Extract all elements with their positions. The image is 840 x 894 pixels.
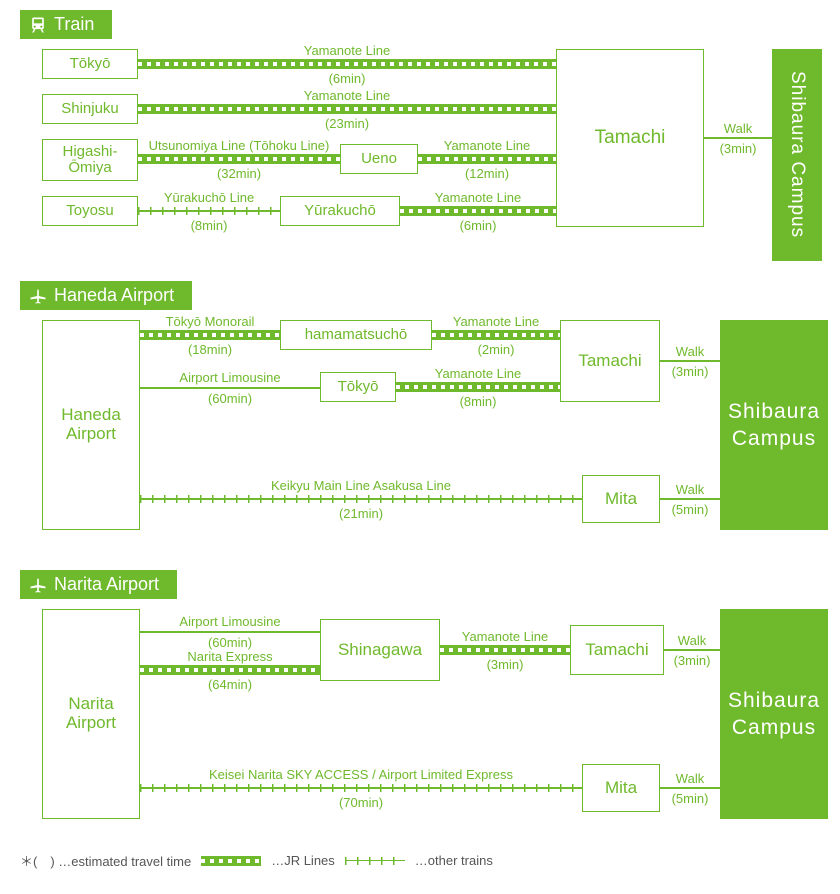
line-label: Walk xyxy=(656,771,724,786)
time-label: (60min) xyxy=(140,635,320,650)
line-other xyxy=(140,783,582,793)
line-label: Yamanote Line xyxy=(138,88,556,103)
train-icon xyxy=(28,15,48,35)
line-label: Walk xyxy=(656,344,724,359)
haneda-diagram: Haneda Airport hamamatsuchō Tōkyō Tamach… xyxy=(20,320,830,550)
line-label: Walk xyxy=(660,633,724,648)
line-label: Walk xyxy=(656,482,724,497)
line-label: Airport Limousine xyxy=(140,614,320,629)
time-label: (23min) xyxy=(138,116,556,131)
line-label: Yamanote Line xyxy=(400,190,556,205)
line-jr xyxy=(440,645,570,655)
line-label: Yamanote Line xyxy=(432,314,560,329)
station-mita: Mita xyxy=(582,764,660,812)
destination-shibaura: Shibaura Campus xyxy=(720,320,828,530)
line-label: Yamanote Line xyxy=(138,43,556,58)
time-label: (5min) xyxy=(656,791,724,806)
line-label: Yamanote Line xyxy=(440,629,570,644)
destination-shibaura: Shibaura Campus xyxy=(720,609,828,819)
line-limousine xyxy=(140,631,320,633)
time-label: (2min) xyxy=(432,342,560,357)
section-title: Narita Airport xyxy=(54,574,159,595)
section-title: Train xyxy=(54,14,94,35)
legend-other-swatch xyxy=(345,856,405,866)
time-label: (5min) xyxy=(656,502,724,517)
line-jr xyxy=(140,330,280,340)
station-shinjuku: Shinjuku xyxy=(42,94,138,124)
section-title: Haneda Airport xyxy=(54,285,174,306)
legend-jr-swatch xyxy=(201,856,261,866)
plane-icon xyxy=(28,575,48,595)
station-tamachi: Tamachi xyxy=(560,320,660,402)
train-diagram: Tōkyō Shinjuku Higashi- Ōmiya Toyosu Uen… xyxy=(20,49,830,261)
line-walk xyxy=(704,137,772,139)
line-jr xyxy=(138,104,556,114)
time-label: (3min) xyxy=(704,141,772,156)
time-label: (3min) xyxy=(660,653,724,668)
section-header-haneda: Haneda Airport xyxy=(20,281,192,310)
time-label: (3min) xyxy=(656,364,724,379)
time-label: (60min) xyxy=(140,391,320,406)
time-label: (6min) xyxy=(138,71,556,86)
line-jr xyxy=(140,665,320,675)
line-walk xyxy=(660,498,720,500)
legend-note: ＊( ) …estimated travel time xyxy=(20,851,191,870)
station-tamachi: Tamachi xyxy=(570,625,664,675)
line-walk xyxy=(660,787,720,789)
line-limousine xyxy=(140,387,320,389)
station-tamachi: Tamachi xyxy=(556,49,704,227)
line-jr xyxy=(138,59,556,69)
time-label: (18min) xyxy=(140,342,280,357)
time-label: (64min) xyxy=(140,677,320,692)
station-toyosu: Toyosu xyxy=(42,196,138,226)
line-label: Walk xyxy=(704,121,772,136)
time-label: (8min) xyxy=(138,218,280,233)
line-label: Tōkyō Monorail xyxy=(140,314,280,329)
station-ueno: Ueno xyxy=(340,144,418,174)
line-label: Yamanote Line xyxy=(396,366,560,381)
station-yurakucho: Yūrakuchō xyxy=(280,196,400,226)
legend: ＊( ) …estimated travel time …JR Lines …o… xyxy=(20,851,830,870)
line-jr xyxy=(396,382,560,392)
destination-shibaura: Shibaura Campus xyxy=(772,49,822,261)
time-label: (3min) xyxy=(440,657,570,672)
line-walk xyxy=(664,649,720,651)
station-hamamatsucho: hamamatsuchō xyxy=(280,320,432,350)
line-label: Narita Express xyxy=(140,649,320,664)
line-label: Keikyu Main Line Asakusa Line xyxy=(140,478,582,493)
station-mita: Mita xyxy=(582,475,660,523)
time-label: (70min) xyxy=(140,795,582,810)
time-label: (6min) xyxy=(400,218,556,233)
legend-jr: …JR Lines xyxy=(271,853,335,868)
legend-other: …other trains xyxy=(415,853,493,868)
station-shinagawa: Shinagawa xyxy=(320,619,440,681)
time-label: (32min) xyxy=(138,166,340,181)
station-haneda: Haneda Airport xyxy=(42,320,140,530)
station-narita: Narita Airport xyxy=(42,609,140,819)
station-tokyo: Tōkyō xyxy=(42,49,138,79)
time-label: (21min) xyxy=(140,506,582,521)
line-other xyxy=(138,206,280,216)
narita-diagram: Narita Airport Shinagawa Tamachi Mita Sh… xyxy=(20,609,830,831)
line-label: Airport Limousine xyxy=(140,370,320,385)
line-other xyxy=(140,494,582,504)
station-higashi-omiya: Higashi- Ōmiya xyxy=(42,139,138,181)
line-label: Yamanote Line xyxy=(418,138,556,153)
line-label: Utsunomiya Line (Tōhoku Line) xyxy=(138,138,340,153)
plane-icon xyxy=(28,286,48,306)
line-label: Keisei Narita SKY ACCESS / Airport Limit… xyxy=(140,767,582,782)
section-header-train: Train xyxy=(20,10,112,39)
section-header-narita: Narita Airport xyxy=(20,570,177,599)
line-jr xyxy=(432,330,560,340)
line-walk xyxy=(660,360,720,362)
line-jr xyxy=(138,154,340,164)
line-jr xyxy=(418,154,556,164)
station-tokyo: Tōkyō xyxy=(320,372,396,402)
line-jr xyxy=(400,206,556,216)
time-label: (12min) xyxy=(418,166,556,181)
line-label: Yūrakuchō Line xyxy=(138,190,280,205)
time-label: (8min) xyxy=(396,394,560,409)
